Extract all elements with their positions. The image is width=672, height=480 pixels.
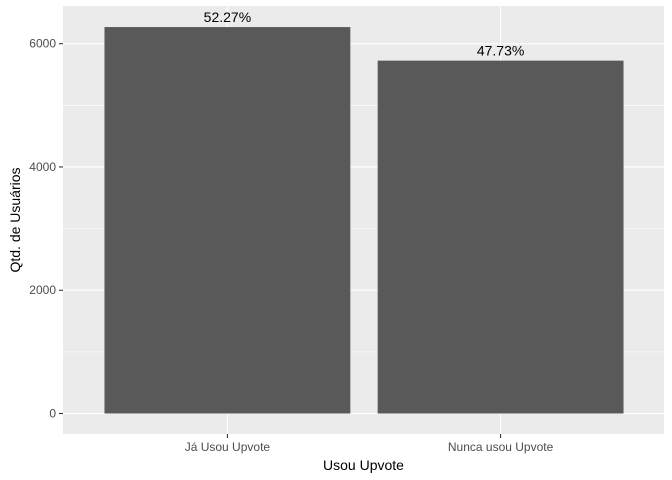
x-axis-title: Usou Upvote xyxy=(323,457,404,473)
bar-0 xyxy=(104,27,351,414)
bars xyxy=(104,27,624,414)
x-axis: Já Usou Upvote Nunca usou Upvote xyxy=(185,434,554,454)
y-tick-label: 6000 xyxy=(29,37,56,51)
bar-1 xyxy=(377,60,624,414)
y-tick-label: 4000 xyxy=(29,160,56,174)
x-tick-label: Já Usou Upvote xyxy=(185,440,271,454)
y-tick-label: 0 xyxy=(49,407,56,421)
y-axis-title: Qtd. de Usuários xyxy=(7,167,23,272)
data-label-0: 52.27% xyxy=(204,9,251,25)
y-axis: 0 2000 4000 6000 xyxy=(29,37,63,421)
y-tick-label: 2000 xyxy=(29,283,56,297)
x-tick-label: Nunca usou Upvote xyxy=(448,440,554,454)
data-label-1: 47.73% xyxy=(477,43,524,59)
data-labels: 52.27% 47.73% xyxy=(204,9,525,59)
